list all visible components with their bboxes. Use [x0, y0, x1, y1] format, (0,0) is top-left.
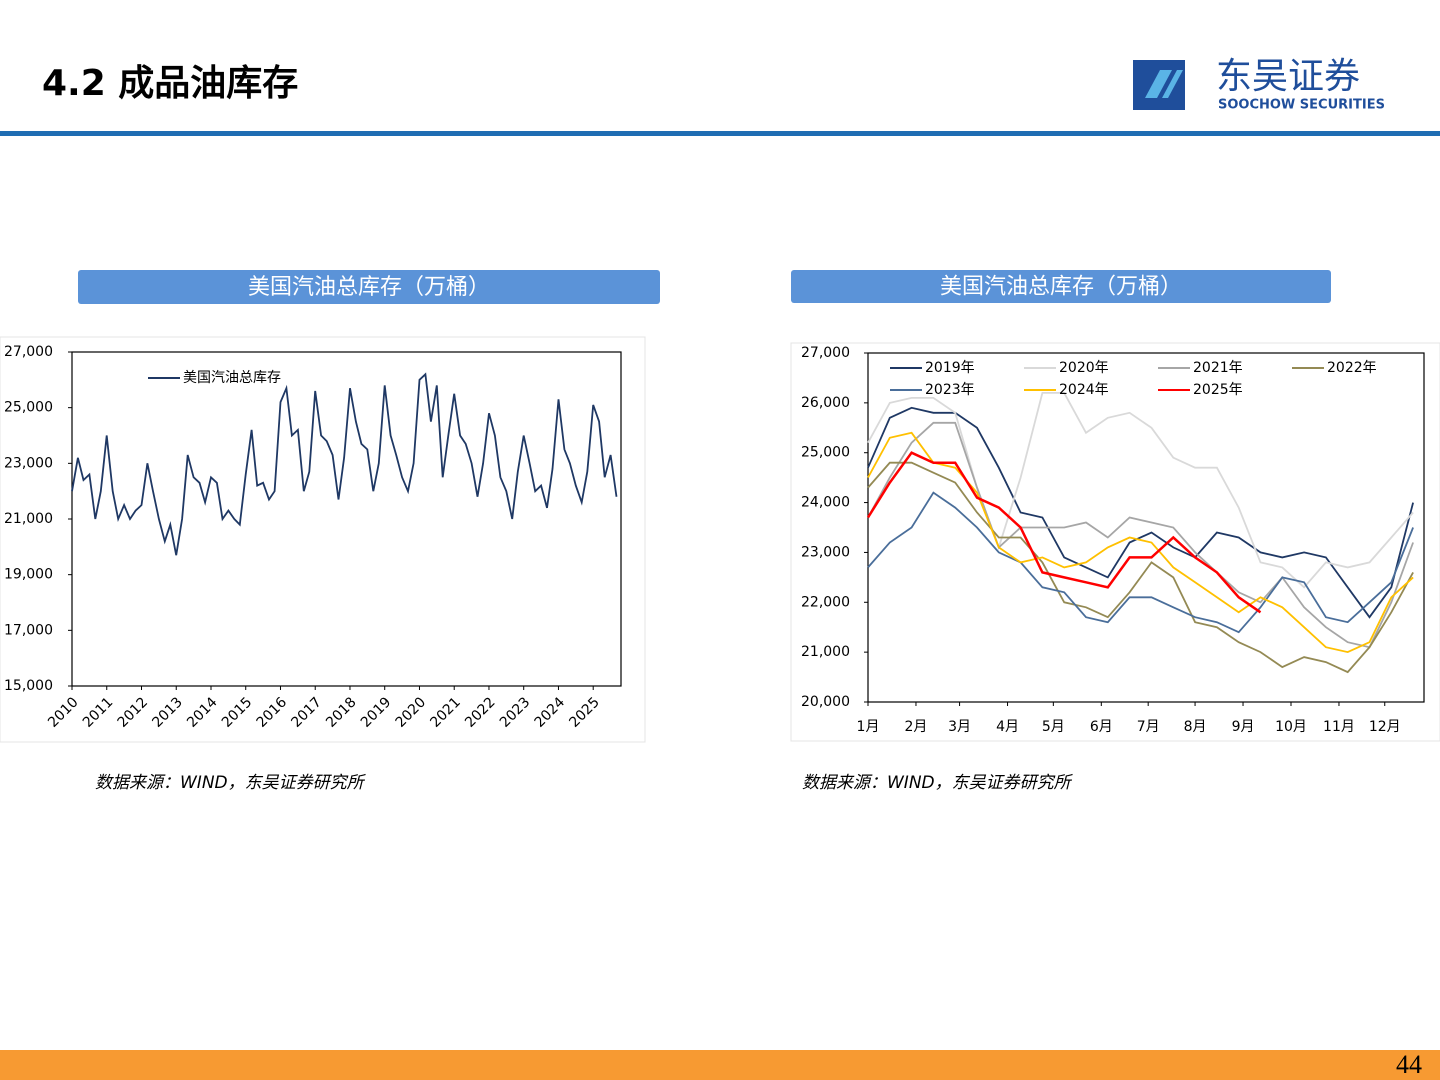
charts: 美国汽油总库存（万桶） 数据来源：WIND，东吴证券研究所 15,000 17,000…: [0, 270, 1440, 793]
x-tick-label: 3月: [948, 719, 971, 735]
x-tick-label: 5月: [1042, 719, 1065, 735]
y-tick-label: 27,000: [801, 345, 850, 361]
plot-area: [71, 351, 622, 687]
legend-label: 2021年: [1193, 360, 1243, 376]
logo-mark: [1145, 70, 1183, 98]
source-note: 数据来源：WIND，东吴证券研究所: [95, 773, 367, 793]
series-line: [867, 431, 1414, 654]
x-tick-label: 11月: [1323, 719, 1355, 735]
chart: 美国汽油总库存（万桶） 数据来源：WIND，东吴证券研究所 20,000 21,000…: [790, 270, 1440, 793]
x-tick-label: 2月: [905, 719, 928, 735]
x-tick-label: 1月: [857, 719, 880, 735]
slide-title: 4.2 成品油库存: [42, 63, 298, 104]
series-line: [867, 406, 1414, 619]
source-note: 数据来源：WIND，东吴证券研究所: [802, 773, 1074, 793]
legend-label: 美国汽油总库存: [183, 370, 281, 386]
x-tick-label: 2020: [393, 694, 430, 731]
x-tick-label: 2012: [115, 694, 152, 731]
header-rule: [0, 131, 1440, 136]
y-tick-label: 25,000: [4, 400, 53, 416]
chart-title: 美国汽油总库存（万桶）: [940, 275, 1182, 300]
x-tick-label: 2017: [288, 694, 325, 731]
chart: 美国汽油总库存（万桶） 数据来源：WIND，东吴证券研究所 15,000 17,000…: [0, 270, 660, 793]
x-tick-label: 2019: [358, 694, 395, 731]
logo-subtitle: SOOCHOW SECURITIES: [1218, 98, 1385, 113]
legend-label: 2019年: [925, 360, 975, 376]
y-tick-label: 26,000: [801, 395, 850, 411]
x-tick-label: 2011: [80, 694, 117, 731]
series-line: [71, 372, 618, 556]
x-tick-label: 2024: [532, 694, 569, 731]
chart-title-bar: [78, 270, 660, 304]
x-tick-label: 2016: [254, 694, 291, 731]
y-tick-label: 23,000: [4, 455, 53, 471]
series-line: [867, 392, 1414, 589]
y-tick-label: 21,000: [4, 511, 53, 527]
x-tick-label: 2015: [219, 694, 256, 731]
x-tick-label: 2018: [323, 694, 360, 731]
plot-area: [867, 352, 1425, 703]
x-tick-label: 8月: [1184, 719, 1207, 735]
x-tick-label: 2025: [566, 694, 603, 731]
y-tick-label: 21,000: [801, 644, 850, 660]
y-tick-label: 25,000: [801, 445, 850, 461]
legend-label: 2024年: [1059, 382, 1109, 398]
x-tick-label: 2021: [427, 694, 464, 731]
x-tick-label: 4月: [996, 719, 1019, 735]
series-line: [867, 421, 1414, 649]
x-tick-label: 9月: [1232, 719, 1255, 735]
y-tick-label: 27,000: [4, 344, 53, 360]
legend-label: 2025年: [1193, 382, 1243, 398]
chart-title: 美国汽油总库存（万桶）: [248, 275, 490, 300]
y-tick-label: 19,000: [4, 567, 53, 583]
chart-frame: [0, 336, 646, 743]
legend-label: 2023年: [925, 382, 975, 398]
y-tick-label: 23,000: [801, 544, 850, 560]
x-tick-label: 2013: [149, 694, 186, 731]
y-tick-label: 24,000: [801, 495, 850, 511]
y-tick-label: 15,000: [4, 678, 53, 694]
series-line: [867, 491, 1414, 634]
legend-label: 2022年: [1327, 360, 1377, 376]
chart-title-bar: [791, 270, 1331, 303]
page-number: 44: [1396, 1050, 1422, 1079]
x-tick-label: 2014: [184, 694, 221, 731]
legend-label: 2020年: [1059, 360, 1109, 376]
series-line: [866, 451, 1262, 614]
chart-frame: [790, 342, 1440, 742]
logo: 东吴证券 SOOCHOW SECURITIES: [1133, 56, 1385, 113]
x-tick-label: 10月: [1275, 719, 1307, 735]
y-tick-label: 20,000: [801, 694, 850, 710]
x-tick-label: 2022: [462, 694, 499, 731]
x-tick-label: 6月: [1090, 719, 1113, 735]
x-tick-label: 12月: [1369, 719, 1401, 735]
y-tick-label: 17,000: [4, 622, 53, 638]
logo-name: 东吴证券: [1216, 56, 1360, 97]
y-tick-label: 22,000: [801, 594, 850, 610]
footer-bar: [0, 1050, 1440, 1080]
series-line: [867, 461, 1414, 674]
x-tick-label: 2023: [497, 694, 534, 731]
x-tick-label: 7月: [1137, 719, 1160, 735]
x-tick-label: 2010: [45, 694, 82, 731]
